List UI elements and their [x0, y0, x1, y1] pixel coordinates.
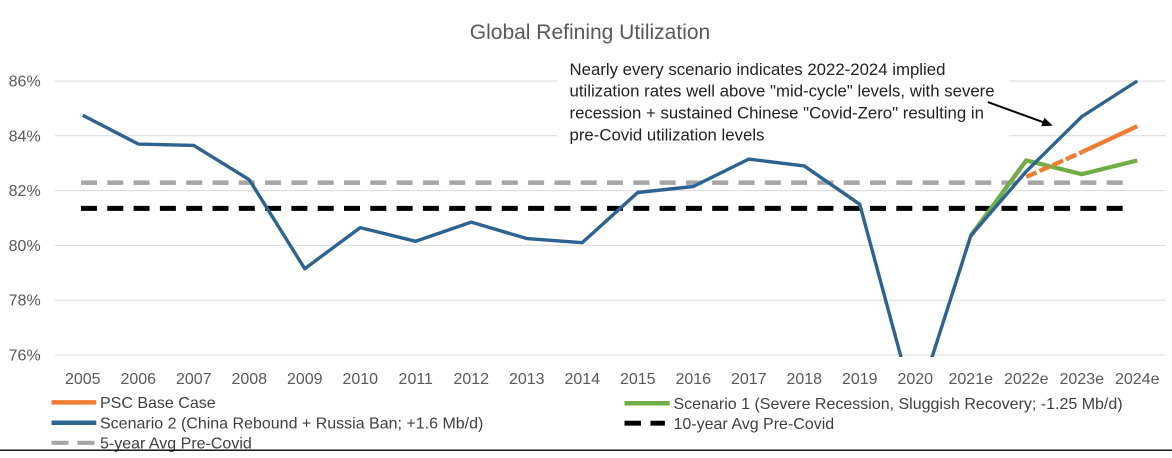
svg-text:PSC Base Case: PSC Base Case [100, 395, 216, 412]
svg-text:84%: 84% [9, 128, 41, 145]
svg-text:2020: 2020 [897, 371, 933, 388]
svg-text:82%: 82% [9, 183, 41, 200]
svg-text:2022e: 2022e [1004, 371, 1049, 388]
svg-text:Global Refining Utilization: Global Refining Utilization [470, 21, 710, 44]
svg-text:80%: 80% [9, 238, 41, 255]
svg-text:2014: 2014 [564, 371, 600, 388]
svg-text:2012: 2012 [453, 371, 489, 388]
svg-text:76%: 76% [9, 348, 41, 365]
svg-text:86%: 86% [9, 74, 41, 91]
svg-text:2015: 2015 [620, 371, 656, 388]
svg-text:utilization rates well above ": utilization rates well above "mid-cycle"… [570, 82, 995, 101]
svg-text:2011: 2011 [399, 371, 434, 388]
svg-text:5-year Avg Pre-Covid: 5-year Avg Pre-Covid [100, 436, 252, 453]
svg-text:pre-Covid utilization levels: pre-Covid utilization levels [570, 126, 765, 145]
svg-text:2018: 2018 [786, 371, 822, 388]
svg-text:2017: 2017 [731, 371, 767, 388]
svg-text:2010: 2010 [342, 371, 378, 388]
svg-text:2016: 2016 [675, 371, 711, 388]
svg-text:Nearly every scenario indicate: Nearly every scenario indicates 2022-202… [570, 60, 946, 79]
svg-text:recession + sustained Chinese: recession + sustained Chinese "Covid-Zer… [570, 104, 984, 123]
svg-text:2019: 2019 [842, 371, 878, 388]
svg-text:2021e: 2021e [949, 371, 994, 388]
svg-text:2008: 2008 [231, 371, 267, 388]
svg-text:2005: 2005 [65, 371, 101, 388]
svg-text:2013: 2013 [509, 371, 545, 388]
svg-text:2006: 2006 [120, 371, 156, 388]
svg-text:Scenario 1 (Severe Recession,: Scenario 1 (Severe Recession, Sluggish R… [674, 396, 1123, 413]
svg-text:10-year Avg Pre-Covid: 10-year Avg Pre-Covid [674, 416, 835, 433]
svg-text:Scenario 2 (China Rebound + Ru: Scenario 2 (China Rebound + Russia Ban; … [100, 416, 483, 433]
svg-text:2023e: 2023e [1060, 371, 1105, 388]
svg-text:2007: 2007 [176, 371, 212, 388]
svg-text:2009: 2009 [287, 371, 323, 388]
svg-text:2024e: 2024e [1115, 371, 1160, 388]
svg-text:78%: 78% [9, 293, 41, 310]
